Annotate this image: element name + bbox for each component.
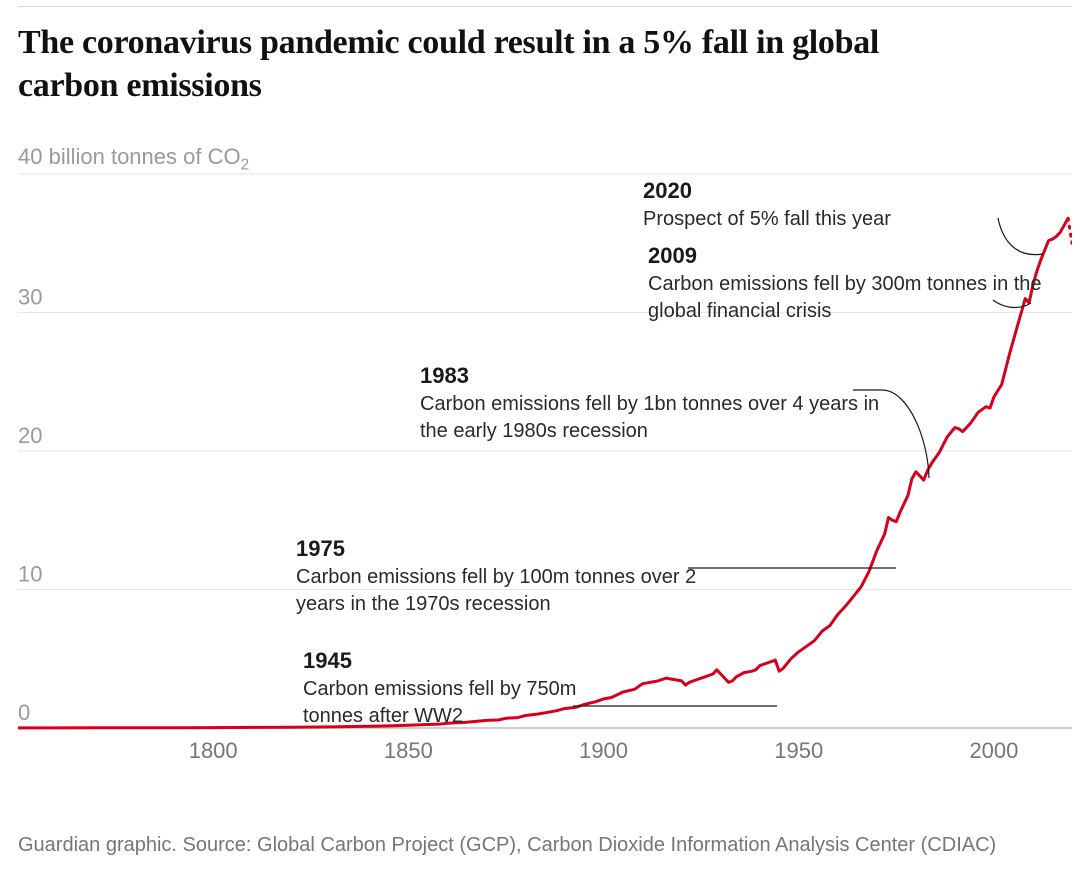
annotation-year: 1945: [303, 648, 603, 674]
annotation: 1945Carbon emissions fell by 750m tonnes…: [303, 648, 603, 730]
annotation: 2020Prospect of 5% fall this year: [643, 178, 1023, 233]
plot-area: 0 10 20 30 40 billion tonnes of CO2 1800 1850 1…: [18, 148, 1072, 768]
annotation-year: 1983: [420, 363, 880, 389]
x-tick-label: 1900: [579, 738, 628, 763]
y-tick-label: 20: [18, 423, 42, 448]
x-tick-label: 1800: [189, 738, 238, 763]
annotation-desc: Carbon emissions fell by 100m tonnes ove…: [296, 564, 726, 618]
x-tick-label: 2000: [969, 738, 1018, 763]
y-tick-label: 30: [18, 285, 42, 310]
emissions-projection: [1068, 218, 1072, 243]
chart-title: The coronavirus pandemic could result in…: [18, 22, 978, 107]
annotation: 2009Carbon emissions fell by 300m tonnes…: [648, 243, 1048, 325]
annotation-year: 1975: [296, 536, 726, 562]
y-tick-label: 0: [18, 700, 30, 725]
chart-frame: The coronavirus pandemic could result in…: [0, 0, 1080, 877]
annotation-desc: Carbon emissions fell by 300m tonnes in …: [648, 271, 1048, 325]
annotation: 1975Carbon emissions fell by 100m tonnes…: [296, 536, 726, 618]
annotation-desc: Prospect of 5% fall this year: [643, 206, 1023, 233]
annotation-desc: Carbon emissions fell by 750m tonnes aft…: [303, 676, 603, 730]
x-tick-label: 1950: [774, 738, 823, 763]
annotation-year: 2009: [648, 243, 1048, 269]
y-unit-label: 40 billion tonnes of CO2: [18, 148, 438, 176]
annotation-desc: Carbon emissions fell by 1bn tonnes over…: [420, 391, 880, 445]
annotation: 1983Carbon emissions fell by 1bn tonnes …: [420, 363, 880, 445]
x-tick-label: 1850: [384, 738, 433, 763]
source-line: Guardian graphic. Source: Global Carbon …: [18, 834, 1062, 857]
y-tick-label: 10: [18, 562, 42, 587]
top-rule: [18, 6, 1072, 7]
annotation-year: 2020: [643, 178, 1023, 204]
